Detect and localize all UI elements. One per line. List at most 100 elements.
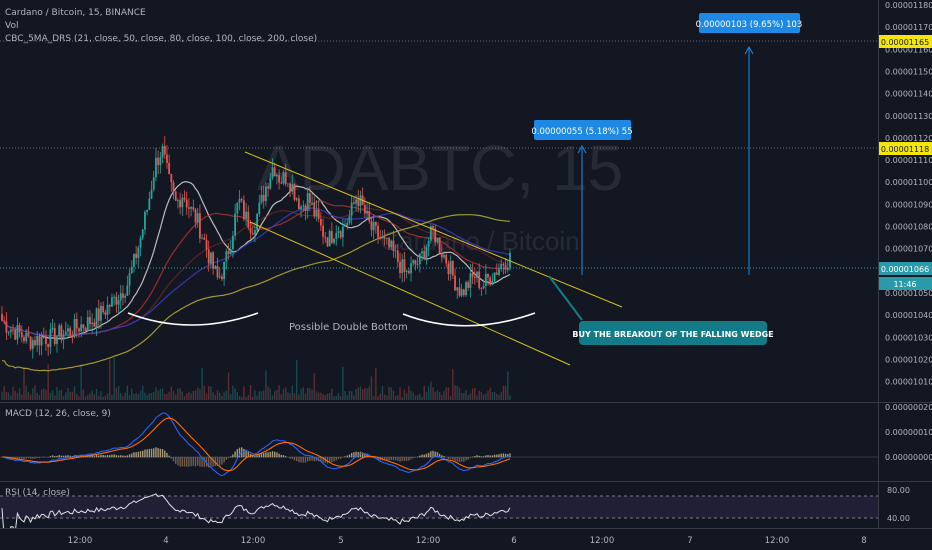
volume-bar bbox=[342, 366, 344, 400]
candle-body bbox=[130, 266, 133, 274]
volume-bar bbox=[236, 392, 239, 400]
candle-body bbox=[414, 260, 417, 265]
macd-histogram-bar bbox=[40, 457, 43, 458]
volume-bar bbox=[381, 385, 384, 400]
candle-body bbox=[381, 237, 384, 239]
time-tick-label: 12:00 bbox=[765, 536, 790, 546]
time-axis[interactable]: 12:00 4 12:00 5 12:00 6 12:00 7 12:00 8 bbox=[68, 536, 867, 546]
candle-body bbox=[471, 273, 474, 277]
target2-arrow[interactable] bbox=[744, 45, 754, 275]
candle-body bbox=[240, 199, 243, 201]
macd-axis[interactable]: 0.00000020 0.00000010 0.00000000 bbox=[885, 403, 932, 462]
double-bottom-arc-right[interactable] bbox=[402, 312, 536, 327]
volume-bar bbox=[390, 387, 392, 400]
volume-bar bbox=[67, 387, 69, 400]
candle-body bbox=[232, 235, 234, 250]
target2-label: 0.00000103 (9.65%) 103 bbox=[696, 20, 803, 30]
candle-body bbox=[199, 213, 201, 239]
macd-histogram-bar bbox=[361, 452, 364, 458]
volume-bar bbox=[164, 393, 166, 400]
candle-body bbox=[223, 261, 226, 280]
volume-bar bbox=[1, 391, 3, 400]
target2-box[interactable]: 0.00000103 (9.65%) 103 bbox=[696, 13, 803, 33]
macd-histogram-bar bbox=[150, 448, 153, 458]
macd-histogram-bar bbox=[29, 457, 32, 460]
candle-body bbox=[119, 293, 122, 301]
macd-histogram-bar bbox=[225, 457, 228, 460]
volume-bar bbox=[333, 396, 335, 400]
candle-body bbox=[205, 239, 208, 250]
candle-body bbox=[487, 273, 489, 278]
rsi-axis[interactable]: 80.00 40.00 bbox=[887, 486, 910, 523]
macd-histogram-bar bbox=[212, 457, 214, 467]
macd-histogram-bar bbox=[291, 457, 293, 459]
macd-histogram-bar bbox=[300, 457, 302, 463]
wedge-upper-line[interactable] bbox=[244, 151, 623, 308]
macd-histogram-bar bbox=[120, 455, 122, 458]
volume-bar bbox=[98, 395, 100, 400]
candle-body bbox=[427, 240, 430, 247]
symbol-title[interactable]: Cardano / Bitcoin, 15, BINANCE bbox=[5, 8, 146, 18]
volume-bar bbox=[300, 388, 302, 400]
macd-histogram-bar bbox=[390, 457, 392, 461]
volume-bar bbox=[80, 364, 82, 400]
macd-histogram-bar bbox=[135, 452, 137, 458]
time-tick-label: 7 bbox=[687, 536, 692, 546]
macd-histogram-bar bbox=[230, 456, 232, 458]
candle-body bbox=[51, 328, 54, 330]
target1-box[interactable]: 0.00000055 (5.18%) 55 bbox=[531, 120, 633, 140]
macd-histogram-bar bbox=[489, 455, 491, 458]
macd-histogram-bar bbox=[192, 457, 195, 466]
candle-body bbox=[315, 209, 318, 217]
rsi-band bbox=[0, 496, 878, 518]
macd-histogram-bar bbox=[412, 457, 414, 459]
macd-histogram-bar bbox=[403, 457, 406, 462]
volume-bar bbox=[205, 393, 208, 400]
candle-body bbox=[491, 281, 494, 285]
price-tick-label: 0.00001130 bbox=[885, 112, 932, 121]
candle-body bbox=[122, 293, 124, 298]
volume-bar bbox=[366, 388, 368, 400]
candle-body bbox=[188, 207, 190, 209]
wedge-lower-line[interactable] bbox=[249, 221, 571, 366]
candlesticks[interactable] bbox=[1, 136, 511, 359]
macd-histogram-bar bbox=[295, 457, 298, 462]
target1-arrow[interactable] bbox=[577, 144, 587, 275]
macd-histogram-bar bbox=[67, 455, 69, 458]
candle-body bbox=[438, 237, 441, 254]
double-bottom-arc-left[interactable] bbox=[127, 312, 259, 326]
candle-body bbox=[306, 193, 309, 211]
macd-histogram-bar bbox=[36, 457, 38, 459]
candle-body bbox=[194, 209, 197, 223]
volume-bar bbox=[104, 395, 107, 400]
ma-legend[interactable]: CBC_5MA_DRS (21, close, 50, close, 80, c… bbox=[5, 34, 317, 44]
macd-histogram-bar bbox=[252, 455, 254, 458]
volume-bar bbox=[54, 395, 56, 400]
macd-histogram-bar bbox=[399, 457, 401, 462]
volume-bar bbox=[38, 395, 41, 400]
macd-histogram-bar bbox=[100, 454, 102, 458]
volume-bar bbox=[489, 387, 491, 400]
volume-bar bbox=[463, 392, 465, 400]
candle-body bbox=[60, 325, 63, 341]
volume-bar bbox=[322, 394, 324, 400]
macd-histogram-bar bbox=[432, 450, 434, 458]
price-axis[interactable]: 0.00001180 0.00001170 0.00001160 0.00001150… bbox=[885, 1, 932, 387]
candle-body bbox=[69, 328, 72, 336]
candle-body bbox=[64, 331, 67, 335]
candle-body bbox=[357, 199, 360, 207]
macd-histogram-bar bbox=[115, 455, 118, 458]
macd-histogram-bar bbox=[487, 455, 489, 458]
macd-histogram-bar bbox=[507, 454, 509, 458]
macd-histogram-bar bbox=[498, 454, 500, 458]
volume-bar bbox=[208, 386, 210, 400]
candle-body bbox=[152, 177, 155, 190]
candle-body bbox=[467, 282, 470, 289]
candle-body bbox=[155, 157, 157, 178]
breakout-callout[interactable]: BUY THE BREAKOUT OF THE FALLING WEDGE bbox=[548, 275, 774, 345]
candle-body bbox=[403, 259, 406, 272]
macd-histogram-bar bbox=[342, 457, 344, 458]
volume-legend[interactable]: Vol bbox=[5, 21, 18, 31]
volume-bar bbox=[284, 387, 287, 400]
